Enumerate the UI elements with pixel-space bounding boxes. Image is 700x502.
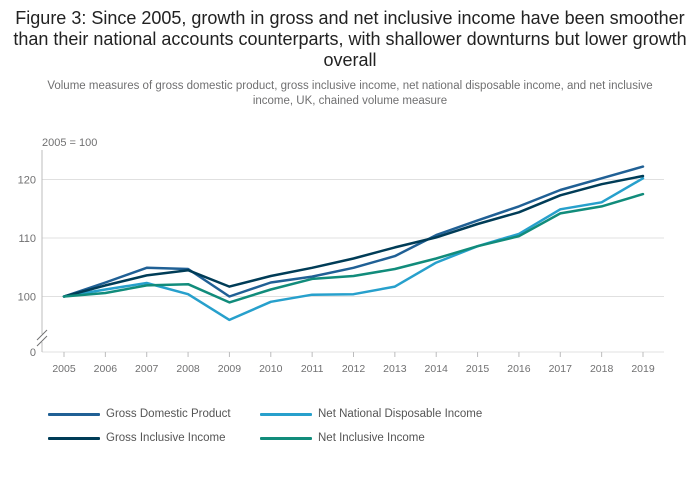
x-tick-label: 2015 [466, 363, 490, 375]
line-chart: 0 100 110 120 2005 = 100 2005 2006 2007 2008 2009… [18, 137, 664, 375]
legend-swatch [48, 436, 100, 440]
legend-swatch [260, 412, 312, 416]
legend-label: Gross Domestic Product [106, 408, 231, 420]
legend-item: Gross Domestic Product [48, 408, 231, 420]
y-tick-label: 120 [18, 175, 36, 187]
x-tick-label: 2007 [135, 363, 159, 375]
legend-label: Net Inclusive Income [318, 432, 425, 444]
x-tick-label: 2019 [631, 363, 655, 375]
legend-swatch [260, 436, 312, 440]
x-tick-label: 2005 [52, 363, 76, 375]
y-tick-label: 110 [18, 233, 36, 245]
x-tick-label: 2009 [218, 363, 242, 375]
x-tick-label: 2016 [507, 363, 531, 375]
y-axis-label: 2005 = 100 [42, 137, 97, 149]
y-tick-label: 100 [18, 292, 36, 304]
x-tick-label: 2012 [342, 363, 366, 375]
x-tick-label: 2011 [301, 363, 324, 375]
legend-item: Gross Inclusive Income [48, 432, 226, 444]
legend-label: Net National Disposable Income [318, 408, 483, 420]
axis-break-mark [36, 335, 48, 347]
x-tick-label: 2008 [176, 363, 200, 375]
series-line-gross-inclusive-income [62, 174, 645, 298]
x-tick-label: 2010 [259, 363, 283, 375]
x-tick-label: 2013 [383, 363, 407, 375]
legend-swatch [48, 412, 100, 416]
chart-title: Figure 3: Since 2005, growth in gross an… [13, 8, 687, 70]
series-line-net-inclusive-income [62, 192, 645, 304]
y-tick-label: 0 [30, 347, 36, 359]
legend-item: Net National Disposable Income [260, 408, 482, 420]
x-tick-label: 2018 [590, 363, 614, 375]
x-tick-label: 2006 [94, 363, 118, 375]
series-line-gross-domestic-product [62, 165, 645, 298]
legend-item: Net Inclusive Income [260, 432, 425, 444]
x-tick-label: 2014 [425, 363, 449, 375]
chart-subtitle: Volume measures of gross domestic produc… [47, 80, 653, 107]
legend-label: Gross Inclusive Income [106, 432, 226, 444]
axis-break-mark [36, 329, 48, 341]
x-tick-label: 2017 [549, 363, 573, 375]
series-line-net-national-disposable-income [62, 177, 645, 322]
